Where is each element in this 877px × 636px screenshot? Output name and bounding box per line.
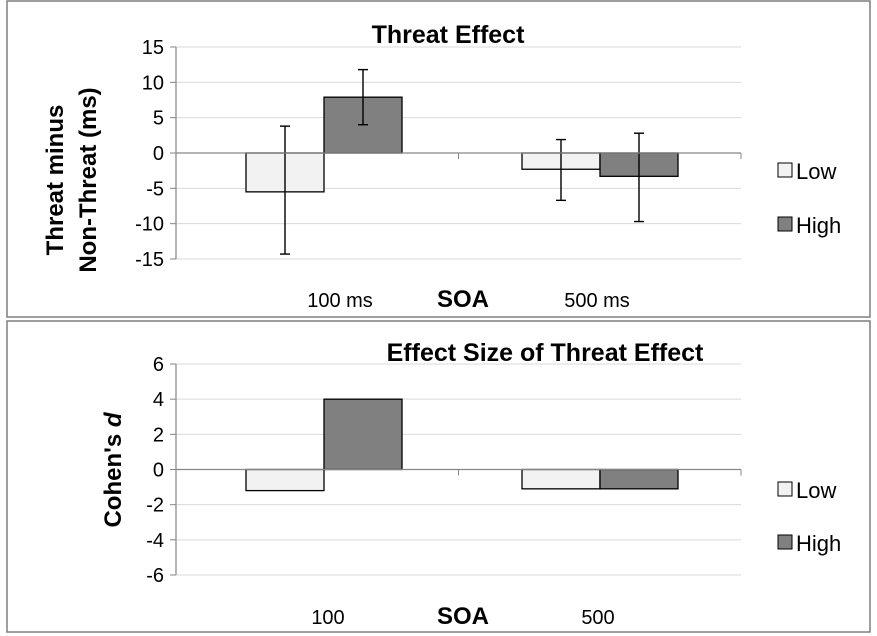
panel-2-axes bbox=[170, 363, 742, 576]
panel-2-y-axis-label-italic: d bbox=[100, 411, 127, 427]
panel-1-x-tick-label-1: 100 ms bbox=[307, 290, 373, 312]
panel-2-x-tick-label-2: 500 bbox=[581, 607, 614, 629]
panel-1-legend-swatch-high bbox=[777, 216, 793, 232]
panel-2-y-axis-label-text: Cohen's bbox=[100, 427, 127, 527]
y-tick-label: 6 bbox=[153, 354, 164, 376]
panel-2-gridlines bbox=[176, 363, 741, 576]
panel-2-x-tick-label-1: 100 bbox=[311, 607, 344, 629]
y-tick-label: -5 bbox=[146, 178, 164, 200]
panel-2-legend-swatch-low bbox=[777, 481, 793, 497]
y-tick-label: -15 bbox=[135, 249, 164, 271]
panel-1-frame bbox=[6, 0, 871, 318]
bar-high-1 bbox=[323, 398, 403, 471]
panel-1-y-axis-label-line-2: Non-Threat (ms) bbox=[75, 87, 102, 272]
bar-low-2 bbox=[521, 468, 601, 490]
y-tick-label: 0 bbox=[153, 460, 164, 482]
y-tick-label: 10 bbox=[142, 72, 164, 94]
panel-1-bars bbox=[245, 96, 679, 193]
panel-2-y-ticks: 6 4 2 0 -2 -4 -6 bbox=[146, 354, 164, 587]
y-tick-label: 2 bbox=[153, 424, 164, 446]
panel-1-y-ticks: 15 10 5 0 -5 -10 -15 bbox=[135, 37, 164, 271]
panel-2-legend-label-high: High bbox=[796, 531, 841, 556]
panel-1-legend-swatch-low bbox=[777, 162, 793, 178]
panel-2-legend: Low High bbox=[777, 478, 841, 556]
y-tick-label: 15 bbox=[142, 37, 164, 59]
panel-1-x-tick-label-2: 500 ms bbox=[564, 290, 630, 312]
y-tick-label: -10 bbox=[135, 214, 164, 236]
panel-2-bars bbox=[245, 398, 679, 492]
panel-1-error-bars bbox=[280, 68, 644, 255]
panel-1-axes bbox=[170, 46, 742, 260]
panel-2-legend-swatch-high bbox=[777, 534, 793, 550]
y-tick-label: -2 bbox=[146, 495, 164, 517]
panel-2-frame bbox=[6, 320, 871, 633]
panel-2-title: Effect Size of Threat Effect bbox=[387, 339, 704, 367]
panel-2-x-axis-label: SOA bbox=[437, 603, 489, 630]
panel-1-gridlines bbox=[176, 46, 741, 260]
panel-1-title: Threat Effect bbox=[372, 21, 525, 49]
y-tick-label: -4 bbox=[146, 530, 164, 552]
panel-1-y-axis-label-line-1: Threat minus bbox=[42, 105, 69, 256]
panel-1-legend-label-high: High bbox=[796, 213, 841, 238]
panel-1-legend-label-low: Low bbox=[796, 159, 836, 184]
panel-1-legend: Low High bbox=[777, 159, 841, 238]
y-tick-label: 4 bbox=[153, 389, 164, 411]
panel-1-x-axis-label: SOA bbox=[437, 286, 489, 313]
y-tick-label: 0 bbox=[153, 143, 164, 165]
y-tick-label: -6 bbox=[146, 565, 164, 587]
bar-high-2 bbox=[599, 468, 679, 490]
panel-2-y-axis-label: Cohen's d bbox=[100, 411, 127, 527]
bar-low-1 bbox=[245, 468, 325, 492]
y-tick-label: 5 bbox=[153, 108, 164, 130]
panel-2-legend-label-low: Low bbox=[796, 478, 836, 503]
